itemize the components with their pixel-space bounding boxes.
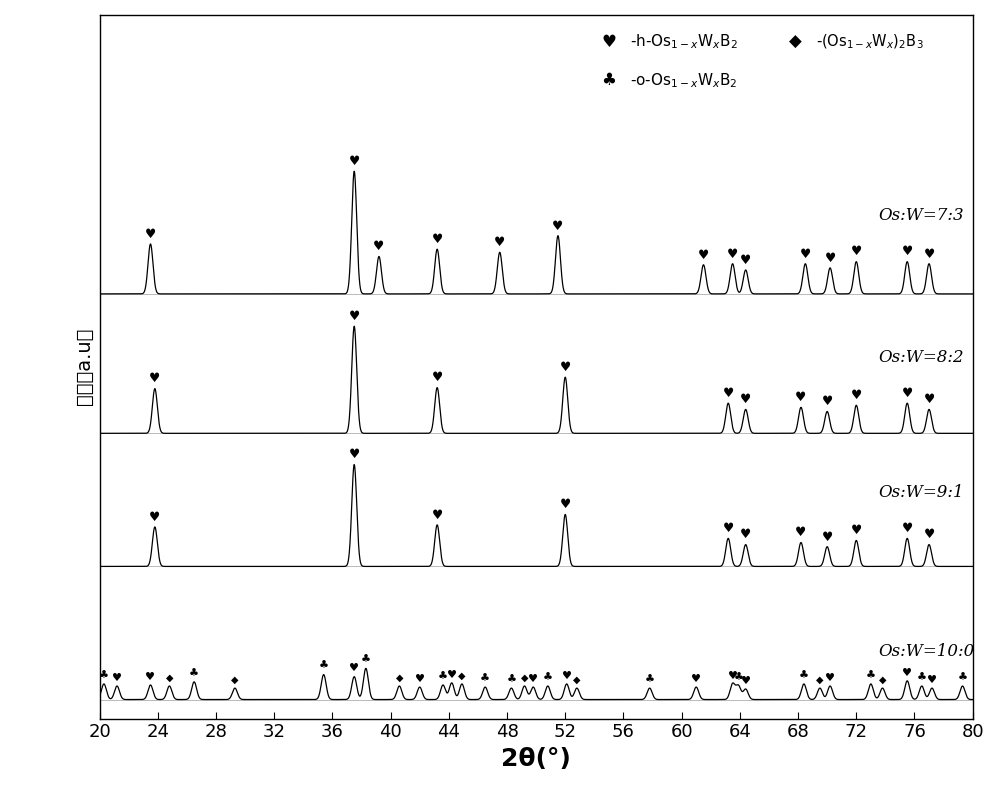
Text: ♥: ♥ [800,248,811,261]
Text: ◆: ◆ [458,670,466,681]
Text: ◆: ◆ [396,673,403,683]
Text: ♥: ♥ [902,522,913,535]
Text: ◆: ◆ [166,673,173,683]
Text: ♣: ♣ [480,674,490,684]
Text: ♥: ♥ [149,372,160,386]
Text: ♣: ♣ [917,673,927,683]
Text: ♥: ♥ [494,236,505,249]
Text: ◆: ◆ [573,675,581,685]
Y-axis label: 强度（a.u）: 强度（a.u） [75,328,94,406]
Text: ♥: ♥ [822,530,833,544]
Text: ♥: ♥ [112,673,122,683]
Text: Os:W=9:1: Os:W=9:1 [878,484,964,501]
Text: ♥: ♥ [145,228,156,241]
Text: ♣: ♣ [506,675,516,685]
Text: ♥: ♥ [432,508,443,521]
Text: ◆: ◆ [879,675,886,685]
Text: ♥: ♥ [602,33,616,51]
Text: ♥: ♥ [560,361,571,374]
Text: ♥: ♥ [349,448,360,461]
Text: ♣: ♣ [319,662,329,671]
Text: ♥: ♥ [923,393,935,407]
Text: ♥: ♥ [349,310,360,323]
Text: Os:W=8:2: Os:W=8:2 [878,349,964,366]
Text: ♥: ♥ [447,670,457,680]
Text: ♥: ♥ [145,672,155,682]
Text: ♥: ♥ [432,233,443,246]
Text: ♥: ♥ [528,674,538,684]
Text: ◆: ◆ [816,675,824,685]
Text: -o-Os$_{1-x}$W$_x$B$_2$: -o-Os$_{1-x}$W$_x$B$_2$ [630,71,738,90]
Text: ♥: ♥ [723,387,734,400]
Text: ♥: ♥ [851,389,862,402]
Text: ♥: ♥ [740,529,751,541]
Text: ♣: ♣ [866,670,876,681]
Text: ♥: ♥ [822,395,833,408]
Text: ♥: ♥ [728,670,738,681]
Text: ♥: ♥ [851,245,862,258]
Text: ♥: ♥ [902,387,913,400]
Text: ♥: ♥ [560,498,571,512]
Text: ♣: ♣ [602,71,616,89]
Text: ♥: ♥ [902,245,913,258]
Text: -h-Os$_{1-x}$W$_x$B$_2$: -h-Os$_{1-x}$W$_x$B$_2$ [630,33,738,51]
Text: ♣: ♣ [438,672,448,682]
Text: ♣: ♣ [799,670,809,681]
X-axis label: 2θ(°): 2θ(°) [501,747,571,771]
Text: ♥: ♥ [415,674,425,684]
Text: ♣: ♣ [99,670,109,681]
Text: ♥: ♥ [927,675,937,685]
Text: ♥: ♥ [825,673,835,683]
Text: ♥: ♥ [824,252,836,265]
Text: ♥: ♥ [691,674,701,684]
Text: ♥: ♥ [149,511,160,524]
Text: ♣: ♣ [361,655,371,665]
Text: ♣: ♣ [543,673,553,683]
Text: ♥: ♥ [902,667,912,678]
Text: ♥: ♥ [740,393,751,407]
Text: ◆: ◆ [789,33,802,51]
Text: ◆: ◆ [231,675,239,685]
Text: ♥: ♥ [851,525,862,537]
Text: ♣: ♣ [189,669,199,678]
Text: ♣: ♣ [645,675,655,685]
Text: ♥: ♥ [923,248,935,261]
Text: ♥: ♥ [727,248,738,261]
Text: Os:W=10:0: Os:W=10:0 [878,643,974,660]
Text: ♥: ♥ [741,676,751,686]
Text: ♥: ♥ [795,391,807,404]
Text: ♥: ♥ [740,253,751,267]
Text: ♥: ♥ [795,526,807,540]
Text: ♣: ♣ [733,673,743,683]
Text: ♥: ♥ [373,241,385,253]
Text: ◆: ◆ [521,673,528,683]
Text: ♥: ♥ [432,371,443,384]
Text: ♥: ♥ [349,155,360,168]
Text: -(Os$_{1-x}$W$_x$)$_2$B$_3$: -(Os$_{1-x}$W$_x$)$_2$B$_3$ [816,33,923,51]
Text: ♥: ♥ [552,220,564,233]
Text: ♣: ♣ [958,673,968,683]
Text: Os:W=7:3: Os:W=7:3 [878,207,964,224]
Text: ♥: ♥ [923,529,935,541]
Text: ♥: ♥ [723,522,734,535]
Text: ♥: ♥ [349,663,359,674]
Text: ♥: ♥ [562,670,572,681]
Text: ♥: ♥ [698,249,709,261]
